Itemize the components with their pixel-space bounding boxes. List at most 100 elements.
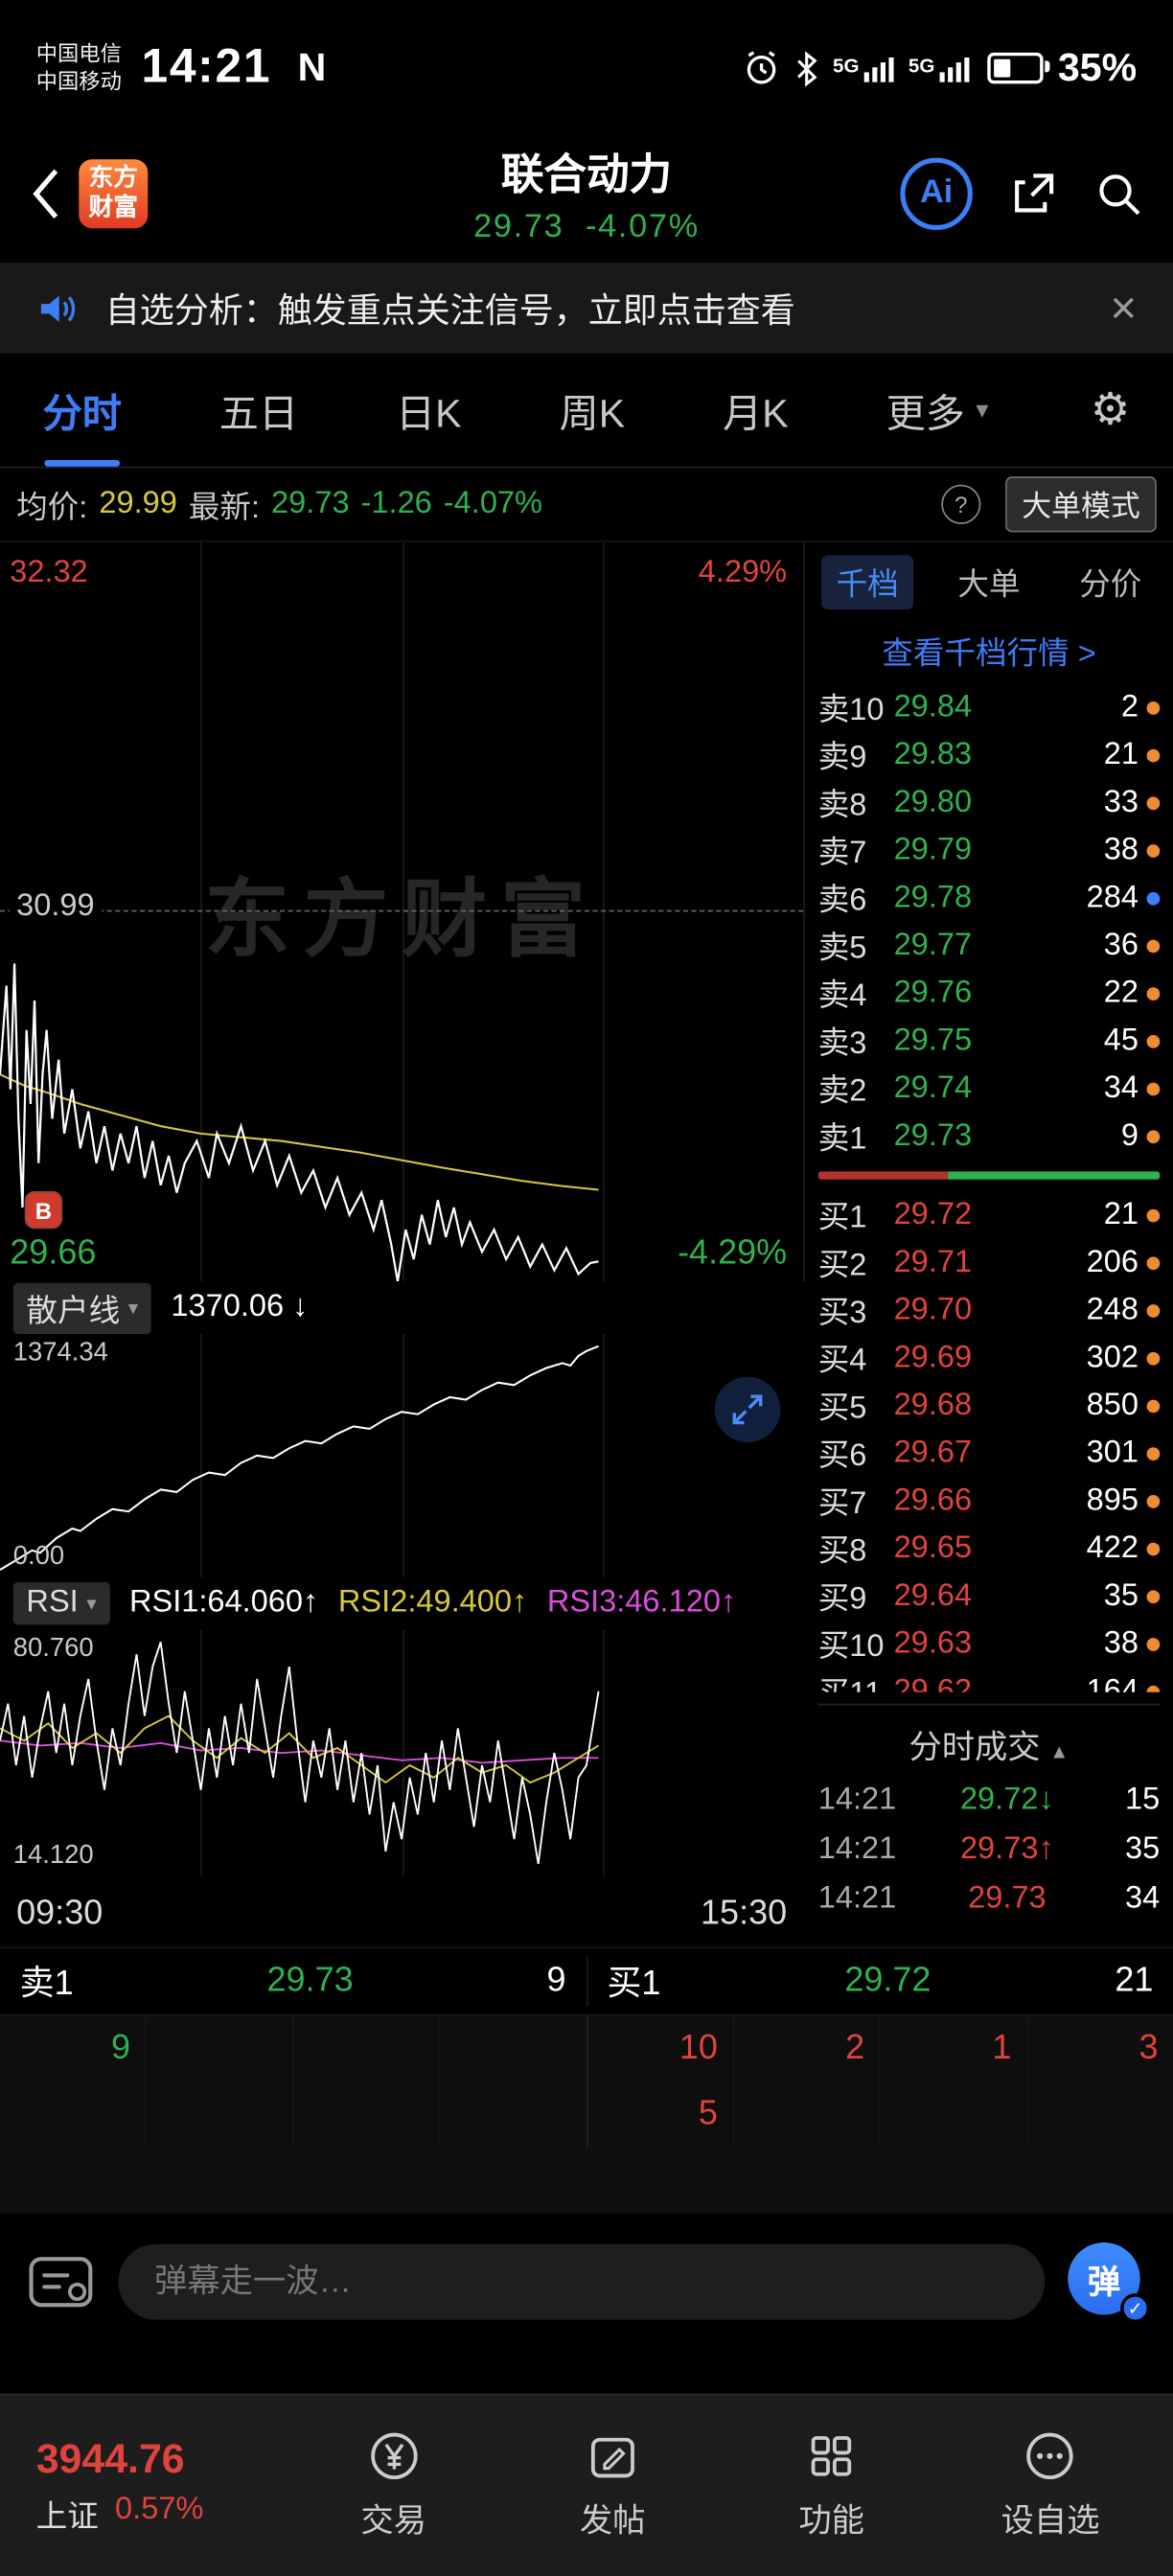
tab-monthly-k[interactable]: 月K — [723, 392, 789, 437]
share-icon[interactable] — [1009, 169, 1058, 218]
order-level-label: 卖6 — [817, 884, 867, 919]
trade-price: 29.73↑ — [959, 1831, 1054, 1867]
axis-high: 32.32 — [10, 555, 88, 590]
tick-trades-header[interactable]: 分时成交 ▲ — [817, 1703, 1161, 1776]
order-level-label: 买4 — [817, 1344, 867, 1379]
axis-high-pct: 4.29% — [698, 555, 788, 590]
order-row[interactable]: 卖8 29.80 33 — [818, 779, 1161, 827]
order-row[interactable]: 买5 29.68 850 — [818, 1382, 1161, 1430]
tab-5day[interactable]: 五日 — [218, 392, 299, 437]
order-price: 29.79 — [893, 832, 973, 867]
order-type-dot-icon — [1146, 795, 1161, 810]
stock-price: 29.73 — [473, 207, 564, 244]
order-type-dot-icon — [1146, 843, 1161, 857]
danmu-toggle-button[interactable]: 弹 ✓ — [1068, 2242, 1150, 2323]
order-price: 29.83 — [893, 736, 973, 771]
tab-daily-k[interactable]: 日K — [396, 392, 462, 437]
index-quote-button[interactable]: 3944.76 上证 0.57% — [13, 2435, 285, 2536]
rsi-indicator-selector[interactable]: RSI ▾ — [12, 1581, 110, 1625]
order-type-dot-icon — [1146, 1446, 1161, 1460]
settings-gear-icon[interactable]: ⚙ — [1090, 384, 1131, 434]
eastmoney-logo[interactable]: 东方 财富 — [79, 158, 149, 228]
ai-assistant-button[interactable]: Ai — [900, 156, 973, 230]
order-type-dot-icon — [1146, 986, 1161, 1000]
order-row[interactable]: 卖7 29.79 38 — [818, 826, 1161, 874]
tab-price-volume[interactable]: 分价 — [1079, 568, 1142, 604]
sell1-label: 卖1 — [19, 1965, 74, 2003]
last-label: 最新: — [188, 490, 261, 525]
order-row[interactable]: 买7 29.66 895 — [818, 1477, 1161, 1525]
fans-chart[interactable]: 1374.34 0.00 — [0, 1334, 804, 1577]
order-level-label: 买7 — [817, 1486, 867, 1522]
price-change-pct: -4.07% — [443, 486, 543, 521]
danmu-list-icon[interactable] — [26, 2251, 95, 2313]
tab-more[interactable]: 更多 ▼ — [886, 392, 993, 437]
order-volume: 36 — [1103, 927, 1138, 962]
order-row[interactable]: 买4 29.69 302 — [818, 1334, 1161, 1382]
order-row[interactable]: 卖1 29.73 9 — [818, 1113, 1161, 1161]
more-dots-icon — [1026, 2432, 1074, 2480]
order-row[interactable]: 买8 29.65 422 — [818, 1525, 1161, 1573]
fullscreen-expand-button[interactable] — [714, 1376, 781, 1443]
order-row[interactable]: 卖9 29.83 21 — [818, 731, 1161, 779]
price-plot — [0, 542, 803, 1281]
stock-change-pct: -4.07% — [585, 207, 700, 244]
tab-big-orders[interactable]: 大单 — [957, 568, 1021, 604]
order-row[interactable]: 买2 29.71 206 — [818, 1239, 1161, 1287]
back-icon[interactable] — [30, 165, 62, 220]
order-row[interactable]: 卖2 29.74 34 — [818, 1065, 1161, 1113]
intraday-chart[interactable]: 东方财富 30.99 32.32 4.29% 29.66 -4.29% B — [0, 541, 805, 1282]
quote-summary: 均价: 29.99 最新: 29.73 -1.26 -4.07% ? 大单模式 — [0, 469, 1173, 542]
danmu-input[interactable] — [118, 2243, 1046, 2320]
order-row[interactable]: 卖5 29.77 36 — [818, 922, 1161, 970]
bluetooth-icon — [796, 50, 817, 86]
order-level-label: 卖10 — [817, 693, 885, 728]
order-volume: 301 — [1086, 1435, 1138, 1470]
order-price: 29.78 — [893, 880, 973, 914]
big-order-mode-button[interactable]: 大单模式 — [1005, 476, 1157, 533]
help-icon[interactable]: ? — [941, 484, 981, 524]
order-row[interactable]: 卖10 29.84 2 — [818, 683, 1161, 731]
order-price: 29.73 — [893, 1117, 973, 1153]
order-row[interactable]: 买3 29.70 248 — [818, 1286, 1161, 1334]
nav-add-watchlist[interactable]: 设自选 — [941, 2429, 1160, 2542]
order-row[interactable]: 卖3 29.75 45 — [818, 1017, 1161, 1065]
clipped-buy-row: 买11 29.62 164 — [818, 1668, 1161, 1692]
order-row[interactable]: 买6 29.67 301 — [818, 1429, 1161, 1477]
chevron-down-icon: ▾ — [127, 1296, 139, 1320]
order-row[interactable]: 卖6 29.78 284 — [818, 874, 1161, 922]
order-row[interactable]: 买9 29.64 35 — [818, 1573, 1161, 1621]
time-start: 09:30 — [16, 1894, 104, 1932]
triangle-up-icon: ▲ — [1049, 1739, 1070, 1763]
thousand-depth-link[interactable]: 查看千档行情 > — [882, 637, 1096, 673]
battery-percent: 35% — [1057, 45, 1138, 90]
nav-functions[interactable]: 功能 — [722, 2429, 940, 2542]
order-row[interactable]: 买1 29.72 21 — [818, 1191, 1161, 1239]
tab-thousand-depth[interactable]: 千档 — [821, 555, 914, 610]
order-level-label: 卖5 — [817, 932, 867, 966]
order-volume: 302 — [1086, 1340, 1138, 1374]
order-volume: 248 — [1086, 1292, 1138, 1327]
fans-indicator-selector[interactable]: 散户线 ▾ — [12, 1282, 151, 1334]
volume-grid-panel: 9 10 2 1 3 5 — [0, 2013, 1173, 2214]
nav-trade[interactable]: 交易 — [285, 2429, 503, 2542]
order-row[interactable]: 买10 29.63 38 — [818, 1620, 1161, 1668]
tab-weekly-k[interactable]: 周K — [559, 392, 626, 437]
buy1-volume: 21 — [1115, 1961, 1154, 2000]
rsi-chart[interactable]: 80.760 14.120 — [0, 1629, 804, 1876]
alert-banner[interactable]: 自选分析：触发重点关注信号，立即点击查看 × — [0, 263, 1173, 354]
close-icon[interactable]: × — [1110, 282, 1138, 334]
order-level-label: 买1 — [817, 1201, 867, 1236]
nav-post[interactable]: 发帖 — [503, 2429, 722, 2542]
tab-minute[interactable]: 分时 — [43, 354, 122, 467]
order-price: 29.77 — [893, 927, 973, 962]
order-level-label: 卖7 — [817, 836, 867, 871]
last-price: 29.73 — [271, 486, 350, 521]
order-type-dot-icon — [1146, 1541, 1161, 1555]
order-level-label: 卖4 — [817, 978, 867, 1014]
order-type-dot-icon — [1146, 1255, 1161, 1270]
trade-volume: 15 — [1125, 1782, 1161, 1817]
search-icon[interactable] — [1094, 169, 1143, 218]
order-type-dot-icon — [1146, 1351, 1161, 1365]
order-row[interactable]: 卖4 29.76 22 — [818, 969, 1161, 1017]
